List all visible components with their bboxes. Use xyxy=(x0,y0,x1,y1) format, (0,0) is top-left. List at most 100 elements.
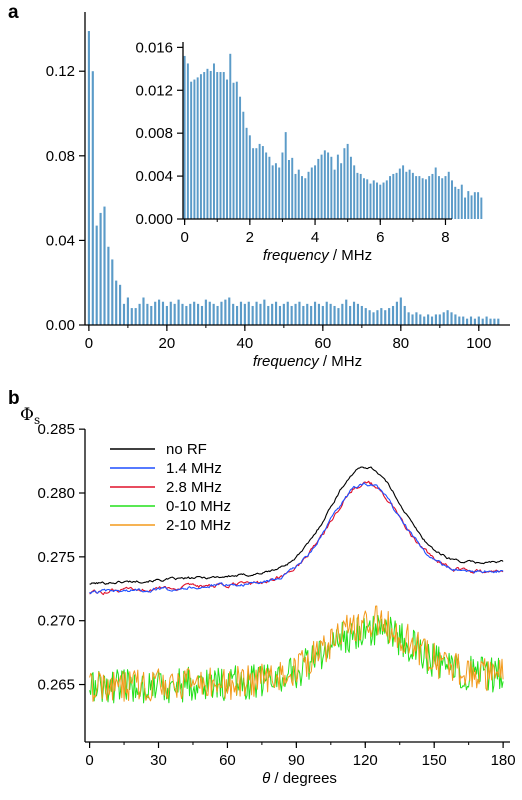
inset-bar xyxy=(307,171,310,219)
inset-bar xyxy=(421,178,424,219)
inset-bar xyxy=(369,183,372,219)
inset-bar xyxy=(460,184,463,219)
inset-bar xyxy=(226,79,228,219)
bar xyxy=(345,299,348,325)
bar xyxy=(481,318,484,325)
bar xyxy=(247,301,250,325)
bar xyxy=(197,303,200,325)
inset-bar xyxy=(245,127,248,219)
inset-bar xyxy=(428,176,431,219)
bar xyxy=(352,301,356,325)
x-axis-title-italic: frequency xyxy=(253,353,320,370)
y-tick-label: 0.270 xyxy=(37,613,75,630)
bar xyxy=(286,301,289,325)
bar xyxy=(337,308,340,325)
bar xyxy=(458,316,461,325)
inset-bar xyxy=(382,182,385,219)
inset-bar xyxy=(294,173,297,219)
x-axis-title: frequency / MHz xyxy=(263,247,372,264)
bar xyxy=(356,303,360,325)
bar xyxy=(142,297,145,325)
inset-bar xyxy=(291,157,294,219)
bar xyxy=(364,308,367,325)
inset-bar xyxy=(235,81,238,219)
inset-bar xyxy=(434,167,437,219)
x-tick-label: 150 xyxy=(422,752,447,769)
inset-bar xyxy=(353,165,356,219)
legend-label: 1.4 MHz xyxy=(166,460,222,477)
inset-bar xyxy=(398,168,401,219)
bar xyxy=(87,31,90,325)
bar xyxy=(469,316,473,325)
bar xyxy=(267,305,270,325)
bar xyxy=(411,314,414,325)
y-tick-label: 0.004 xyxy=(135,168,173,185)
inset-bar xyxy=(252,148,255,219)
bar xyxy=(146,303,149,325)
bar xyxy=(384,310,387,325)
bar xyxy=(497,318,500,325)
x-tick-label: 60 xyxy=(315,335,332,352)
inset-bar xyxy=(330,156,333,219)
bar xyxy=(158,299,161,325)
inset-bar xyxy=(190,81,193,219)
x-tick-label: 60 xyxy=(219,752,236,769)
inset-bar xyxy=(477,192,480,219)
x-tick-label: 40 xyxy=(237,335,254,352)
inset-bar xyxy=(333,169,336,219)
bar xyxy=(122,303,126,325)
bar xyxy=(442,312,445,325)
bar xyxy=(423,316,426,325)
bar xyxy=(368,310,371,325)
bar xyxy=(434,314,437,325)
bar xyxy=(212,303,215,325)
bar xyxy=(450,312,453,325)
bar xyxy=(228,297,231,325)
bar xyxy=(232,303,235,325)
inset-bar xyxy=(310,167,313,219)
x-tick-label: 100 xyxy=(466,335,491,352)
x-axis-title-rest: / degrees xyxy=(270,770,337,787)
inset-bar xyxy=(356,172,359,219)
inset-bar xyxy=(431,173,434,219)
x-axis-title: θ / degrees xyxy=(262,770,337,787)
bar xyxy=(282,303,285,325)
bar xyxy=(189,303,192,325)
inset-bar xyxy=(359,173,362,219)
bar xyxy=(329,303,332,325)
inset-bar xyxy=(265,152,268,219)
x-axis-title-italic: frequency xyxy=(263,247,330,264)
bar xyxy=(271,303,274,325)
bar xyxy=(220,301,223,325)
inset-bar xyxy=(317,158,320,219)
x-tick-label: 0 xyxy=(85,752,93,769)
inset-bar xyxy=(304,178,307,219)
bar xyxy=(255,301,258,325)
y-tick-label: 0.280 xyxy=(37,485,75,502)
bar xyxy=(224,299,227,325)
y-tick-label: 0.000 xyxy=(135,211,173,228)
bar xyxy=(321,305,324,325)
x-tick-label: 120 xyxy=(353,752,378,769)
bar xyxy=(204,299,207,325)
x-tick-label: 6 xyxy=(376,229,384,246)
inset-bar xyxy=(284,132,287,219)
inset-bar xyxy=(239,96,242,219)
inset-bar xyxy=(408,169,411,219)
inset-bar xyxy=(199,74,202,219)
inset-bar xyxy=(349,156,352,219)
legend-label: 2.8 MHz xyxy=(166,479,222,496)
inset-bar xyxy=(271,165,274,219)
bar xyxy=(294,303,297,325)
bar xyxy=(103,206,106,325)
inset-bar xyxy=(437,176,440,219)
bar xyxy=(399,297,402,325)
inset-bar xyxy=(389,176,392,219)
bar xyxy=(150,305,153,325)
bar xyxy=(372,312,375,325)
legend-label: 0-10 MHz xyxy=(166,498,231,515)
x-axis-title: frequency / MHz xyxy=(253,353,362,370)
legend-label: no RF xyxy=(166,441,207,458)
y-tick-label: 0.012 xyxy=(135,82,173,99)
